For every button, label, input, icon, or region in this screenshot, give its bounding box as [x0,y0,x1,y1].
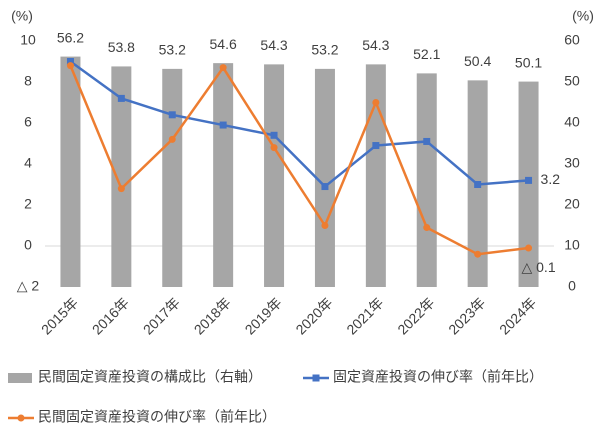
bar [60,56,81,287]
line [69,60,529,189]
y2-tick-label: 10 [564,237,580,253]
marker [270,131,278,139]
y2-tick-label: 20 [564,196,580,212]
marker [117,185,125,193]
x-tick-label: 2023年 [445,294,488,337]
legend-label: 民間固定資産投資の伸び率（前年比） [38,409,276,425]
marker [168,135,176,143]
x-tick-label: 2018年 [191,294,234,337]
marker [321,183,329,191]
x-tick-label: 2022年 [394,294,437,337]
bar-value-label: 56.2 [57,29,84,45]
bar [213,63,234,287]
x-tick-label: 2024年 [496,294,539,337]
marker [219,64,227,72]
x-tick-label: 2019年 [242,294,285,337]
marker [117,94,125,102]
bar-value-label: 50.4 [464,53,491,69]
y2-tick-label: 40 [564,114,580,130]
bar [162,68,183,287]
bar-value-label: 50.1 [515,54,542,70]
y-tick-label: 4 [24,155,32,171]
legend-marker [17,414,25,422]
x-tick-label: 2017年 [140,294,183,337]
y2-tick-label: 30 [564,155,580,171]
bar-value-label: 54.3 [260,37,287,53]
marker [525,244,533,252]
marker [525,176,533,184]
marker [219,121,227,129]
x-tick-label: 2020年 [292,294,335,337]
bar-value-label: 53.8 [108,39,135,55]
marker [372,99,380,106]
y2-tick-label: 60 [564,32,580,48]
bar [314,68,335,287]
bar-value-label: 53.2 [159,42,186,58]
marker [474,250,482,258]
line-value-label: 3.2 [541,171,561,187]
legend-swatch [8,373,32,383]
marker [66,58,74,65]
legend-marker [312,374,320,382]
y2-axis-label: (%) [572,8,594,24]
marker [168,111,176,119]
y-tick-label: 2 [24,196,32,212]
bar [518,81,539,287]
x-tick-label: 2016年 [89,294,132,337]
bar [416,73,437,287]
bar [264,64,285,288]
bar-value-label: 52.1 [413,46,440,62]
marker [423,224,431,232]
marker [474,181,482,188]
y-tick-label: 6 [24,114,32,130]
x-tick-label: 2015年 [38,294,81,337]
bar [365,64,386,288]
line [69,65,529,256]
y-axis-label: (%) [11,8,33,24]
y-tick-label: 0 [24,237,32,253]
y2-tick-label: 50 [564,73,580,89]
line-value-label: △ 0.1 [521,259,555,275]
bar-value-label: 53.2 [311,42,338,58]
x-tick-label: 2021年 [343,294,386,337]
y-tick-label: △ 2 [17,278,40,294]
legend-label: 固定資産投資の伸び率（前年比） [333,369,543,385]
marker [321,222,329,229]
y-tick-label: 8 [24,73,32,89]
bar-value-label: 54.6 [210,36,237,52]
y2-tick-label: 0 [568,278,576,294]
marker [372,142,380,150]
legend-label: 民間固定資産投資の構成比（右軸） [38,369,262,385]
marker [66,62,74,70]
y-tick-label: 10 [20,32,36,48]
marker [270,144,278,152]
bar-value-label: 54.3 [362,37,389,53]
bar [111,66,132,287]
marker [423,137,431,145]
